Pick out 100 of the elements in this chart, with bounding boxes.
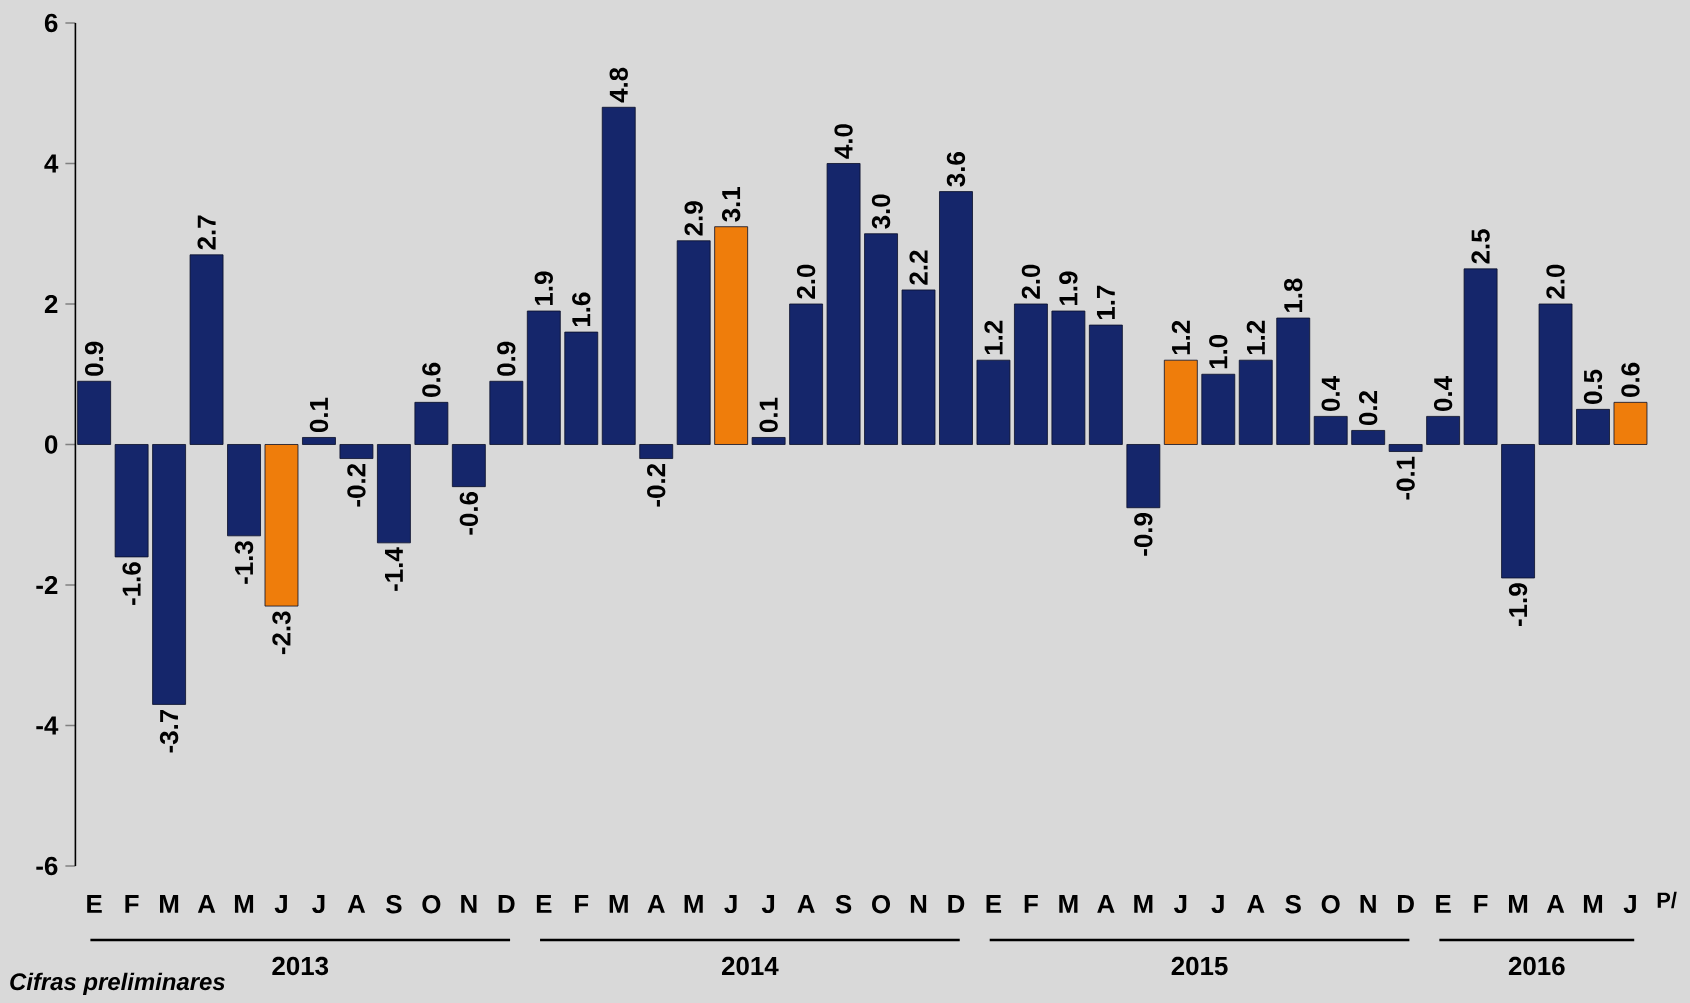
x-tick-label: E <box>1436 895 1451 913</box>
bar <box>1501 444 1535 579</box>
x-tick-label: M <box>1059 895 1078 913</box>
bar <box>1538 303 1573 445</box>
data-label: 0.6 <box>1621 362 1640 397</box>
data-label: 3.1 <box>721 187 741 222</box>
bar <box>789 303 823 445</box>
x-tick-label: M <box>1508 895 1528 913</box>
x-tick-label: S <box>1285 895 1301 914</box>
x-tick-label: J <box>1623 895 1636 914</box>
bar <box>77 380 112 445</box>
data-label: 1.2 <box>1171 320 1190 355</box>
bar <box>1276 317 1311 445</box>
bar <box>526 310 561 445</box>
bar <box>864 233 898 445</box>
bar <box>114 444 149 558</box>
y-tick-label: -4 <box>36 716 59 735</box>
x-tick-label: N <box>910 895 927 913</box>
data-label: 1.2 <box>1246 320 1265 355</box>
bar <box>152 444 186 705</box>
data-label: 4.0 <box>834 124 853 159</box>
bar <box>302 437 336 445</box>
y-tick-label: 0 <box>44 435 58 454</box>
x-tick-label: A <box>797 895 815 913</box>
x-tick-label: J <box>274 895 287 914</box>
x-tick-label: O <box>1321 895 1340 914</box>
data-label: 1.2 <box>984 320 1003 355</box>
data-label: 2.5 <box>1471 229 1490 264</box>
data-label: 2.2 <box>909 250 928 285</box>
x-tick-label: S <box>835 895 852 914</box>
bar <box>1088 324 1123 445</box>
data-label: 1.9 <box>1059 271 1078 305</box>
data-label: -1.6 <box>122 562 141 605</box>
bar <box>1463 268 1498 445</box>
x-tick-label: A <box>347 895 366 913</box>
y-tick-label: -6 <box>36 856 58 876</box>
bar <box>1238 359 1273 445</box>
bar <box>939 191 973 445</box>
data-label: 2.7 <box>197 215 216 250</box>
x-tick-label: A <box>197 895 216 913</box>
x-tick-label: F <box>1474 895 1488 913</box>
data-label: 1.0 <box>1209 334 1228 369</box>
data-label: 0.4 <box>1321 376 1340 411</box>
bar <box>227 444 261 537</box>
data-label: 1.8 <box>1284 278 1303 313</box>
data-label: 2.9 <box>684 201 703 236</box>
text: 2015 <box>1171 956 1228 976</box>
bar <box>601 106 636 445</box>
x-tick-label: D <box>498 895 515 913</box>
bar <box>1201 373 1236 445</box>
data-label: 0.5 <box>1583 369 1603 404</box>
bar <box>451 444 486 488</box>
data-label: -0.2 <box>647 463 666 507</box>
bar <box>489 380 524 445</box>
bar <box>264 444 299 607</box>
x-tick-label: E <box>536 895 552 913</box>
bar <box>1426 415 1461 445</box>
y-tick-label: 2 <box>44 294 58 314</box>
bar <box>1126 444 1161 509</box>
bar <box>414 401 449 445</box>
data-label: 0.1 <box>759 397 778 433</box>
data-label: -0.2 <box>347 463 366 507</box>
x-tick-label: O <box>422 895 441 914</box>
x-tick-label: J <box>1211 895 1224 914</box>
data-label: 3.0 <box>871 194 891 229</box>
text: 2013 <box>272 956 329 976</box>
x-tick-label: N <box>461 895 477 913</box>
x-tick-label: E <box>87 895 102 913</box>
x-tick-label: A <box>1247 895 1265 913</box>
data-label: 1.7 <box>1096 285 1115 320</box>
x-tick-label: M <box>1583 895 1603 913</box>
y-tick-label: -2 <box>36 575 58 595</box>
x-tick-label: M <box>160 895 179 913</box>
x-tick-label: J <box>724 895 737 914</box>
x-tick-label: J <box>761 895 775 914</box>
bar <box>714 226 749 445</box>
data-label: 1.6 <box>572 292 591 327</box>
bar <box>1388 444 1423 452</box>
data-label: -0.9 <box>1134 513 1153 556</box>
bar <box>1613 401 1648 445</box>
text: P/ <box>1657 891 1677 909</box>
bar <box>339 444 374 459</box>
y-tick-label: 6 <box>44 13 58 33</box>
data-label: 2.0 <box>796 264 816 299</box>
bar <box>1051 310 1086 445</box>
bar <box>901 289 936 445</box>
text: 2016 <box>1508 956 1565 976</box>
bar <box>564 331 599 445</box>
bar <box>1014 303 1048 445</box>
bar <box>751 437 786 445</box>
x-tick-label: D <box>948 895 965 913</box>
data-label: 0.2 <box>1358 391 1378 426</box>
data-label: 2.0 <box>1021 264 1041 299</box>
bar <box>377 444 411 544</box>
data-label: -1.3 <box>234 541 254 584</box>
data-label: -0.1 <box>1396 456 1415 500</box>
x-tick-label: M <box>1134 895 1153 913</box>
x-tick-label: A <box>1546 895 1565 913</box>
data-label: 0.9 <box>84 341 104 376</box>
bar <box>1576 408 1610 445</box>
